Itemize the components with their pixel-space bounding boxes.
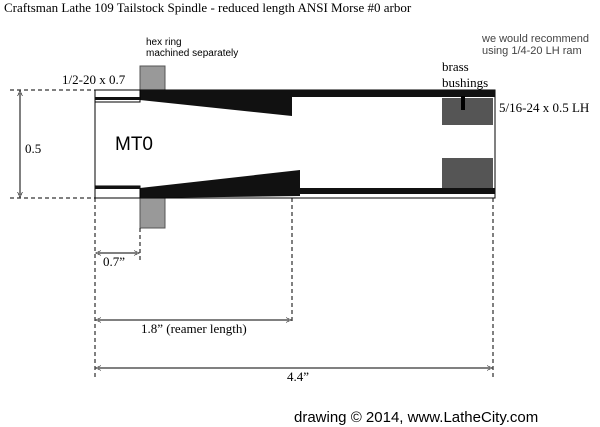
dimension: 4.4”	[287, 369, 309, 384]
title: Craftsman Lathe 109 Tailstock Spindle - …	[4, 0, 412, 15]
bushing	[442, 158, 493, 188]
ram-tip	[461, 96, 465, 110]
bushings-label: brass	[442, 59, 469, 74]
dimension: 0.7”	[103, 254, 125, 269]
thread-top	[94, 89, 141, 103]
thread-line-bottom	[95, 186, 140, 189]
taper-label: MT0	[115, 134, 153, 155]
taper-top	[140, 90, 495, 116]
right-thread: 5/16-24 x 0.5 LH	[499, 100, 589, 115]
dimension: 1.8” (reamer length)	[141, 321, 247, 336]
thread-line-top	[95, 97, 140, 100]
bushings-label: bushings	[442, 75, 488, 90]
hex-ring-bottom	[139, 197, 166, 229]
hex-ring-note: hex ring	[146, 37, 182, 48]
recommendation: using 1/4-20 LH ram	[482, 45, 582, 57]
bushing	[442, 98, 493, 125]
left-thread: 1/2-20 x 0.7	[62, 72, 126, 87]
taper-bottom	[140, 170, 300, 198]
diameter: 0.5	[25, 141, 41, 156]
credit: drawing © 2014, www.LatheCity.com	[294, 409, 538, 426]
bore-wall-bottom	[300, 188, 495, 194]
hex-ring-top	[139, 65, 166, 91]
hex-ring-note: machined separately	[146, 48, 238, 59]
recommendation: we would recommend	[481, 33, 589, 45]
